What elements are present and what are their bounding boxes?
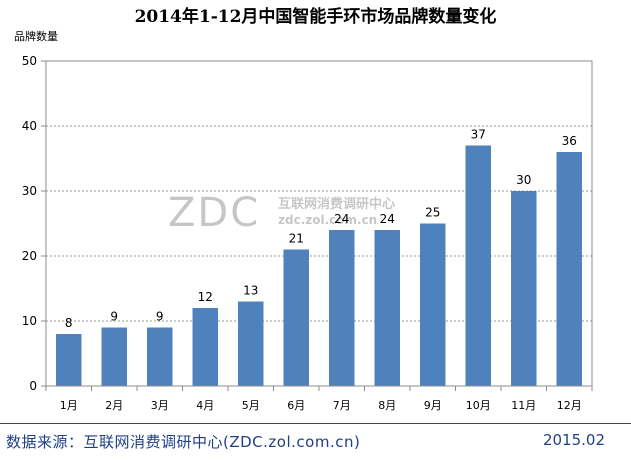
bar (101, 327, 127, 386)
bar-value-label: 12 (198, 290, 213, 304)
x-tick-label: 4月 (196, 399, 214, 412)
y-tick-label: 0 (29, 379, 37, 393)
bar-value-label: 24 (334, 212, 349, 226)
x-tick-labels: 1月 2月 3月 4月 5月 6月 7月 8月 9月 10月 11月 12月 (60, 399, 582, 412)
bar (329, 230, 355, 386)
footer-date: 2015.02 (542, 431, 605, 449)
bar (556, 152, 582, 386)
bar-value-label: 30 (516, 173, 531, 187)
footer-divider (0, 423, 631, 424)
value-labels: 8 9 9 12 13 21 24 24 25 37 30 36 (65, 128, 577, 331)
watermark: ZDC 互联网消费调研中心 zdc.zol.com.cn (168, 190, 395, 236)
bar-value-label: 9 (110, 310, 118, 324)
bar-value-label: 36 (562, 134, 577, 148)
bar-value-label: 37 (471, 128, 486, 142)
y-tick-label: 20 (22, 249, 37, 263)
y-tick-labels: 0 10 20 30 40 50 (22, 54, 37, 393)
x-tick-label: 5月 (242, 399, 260, 412)
x-tick-label: 2月 (105, 399, 123, 412)
x-tick-label: 3月 (151, 399, 169, 412)
gridlines (46, 125, 592, 322)
bar (283, 249, 309, 386)
x-tick-label: 8月 (378, 399, 396, 412)
bar (465, 145, 491, 386)
watermark-site: zdc.zol.com.cn (278, 213, 377, 227)
x-tick-label: 12月 (557, 399, 582, 412)
bar (420, 223, 446, 386)
bar (511, 191, 537, 386)
y-tick-label: 50 (22, 54, 37, 68)
y-tick-label: 30 (22, 184, 37, 198)
x-tick-label: 9月 (424, 399, 442, 412)
bar-value-label: 25 (425, 206, 440, 220)
bar-value-label: 8 (65, 316, 73, 330)
bar-value-label: 24 (380, 212, 395, 226)
watermark-name: 互联网消费调研中心 (278, 196, 395, 212)
chart-title: 2014年1-12月中国智能手环市场品牌数量变化 (134, 7, 497, 27)
bar (374, 230, 400, 386)
watermark-logo: ZDC (168, 190, 260, 236)
x-tick-label: 10月 (466, 399, 491, 412)
bar-value-label: 21 (289, 232, 304, 246)
y-tick-label: 10 (22, 314, 37, 328)
bar (56, 334, 82, 386)
bar (147, 327, 173, 386)
bar-value-label: 9 (156, 310, 164, 324)
x-tick-label: 6月 (287, 399, 305, 412)
y-axis-title: 品牌数量 (14, 30, 58, 43)
bar (238, 301, 264, 386)
bar (192, 308, 218, 386)
x-tick-label: 11月 (511, 399, 536, 412)
bar-value-label: 13 (243, 284, 258, 298)
x-tick-label: 1月 (60, 399, 78, 412)
x-tick-label: 7月 (333, 399, 351, 412)
bar-chart: ZDC 互联网消费调研中心 zdc.zol.com.cn 8 9 9 12 13 21 24… (22, 54, 593, 412)
footer-source: 数据来源：互联网消费调研中心(ZDC.zol.com.cn) (6, 433, 361, 451)
y-tick-label: 40 (22, 119, 37, 133)
axes (41, 60, 593, 391)
bars (56, 145, 582, 386)
